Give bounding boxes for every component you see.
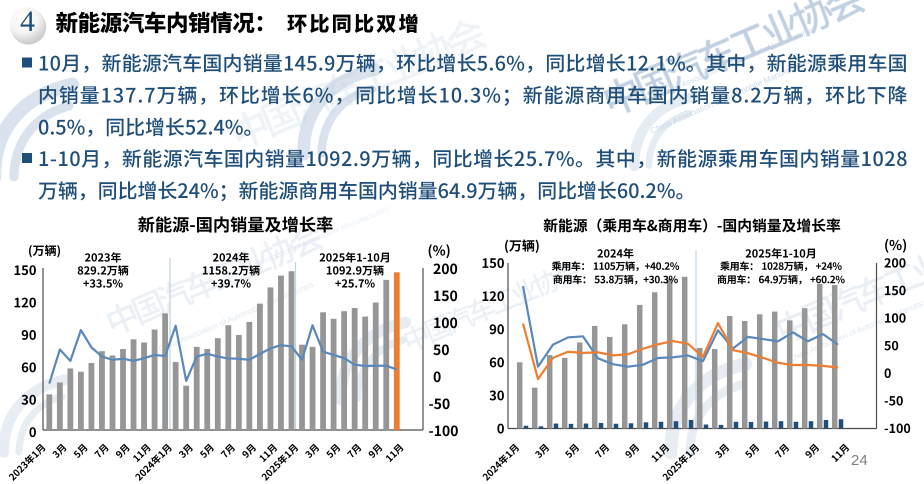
- svg-text:China Association of Automobil: China Association of Automobile Manufact…: [787, 290, 924, 364]
- svg-text:4: 4: [20, 5, 35, 38]
- svg-text:24: 24: [851, 452, 868, 469]
